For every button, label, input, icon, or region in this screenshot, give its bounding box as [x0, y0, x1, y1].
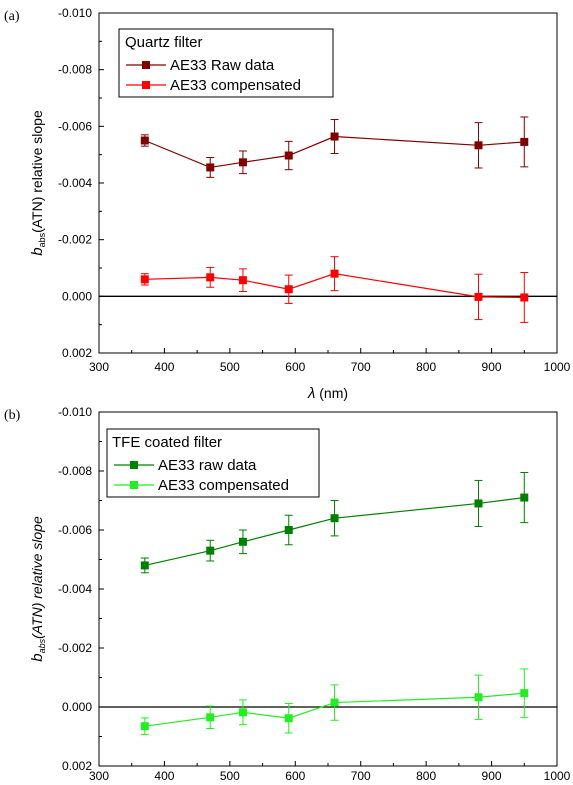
data-point — [140, 275, 149, 284]
panel-b-x-tick-label: 300 — [89, 769, 109, 783]
panel-b-series-compensated — [140, 668, 529, 735]
panel-a: (a) 300 400 500 600 700 800 900 1000 -0.… — [4, 6, 571, 402]
panel-a-y-axis-title: babs(ATN) relative slope — [29, 110, 47, 256]
panel-a-x-ticks — [98, 348, 558, 353]
panel-b-legend-title: TFE coated filter — [112, 434, 222, 451]
panel-b-y-axis-title: babs(ATN) relative slope — [29, 516, 47, 662]
data-point — [238, 276, 247, 285]
data-point — [330, 514, 339, 523]
panel-a-series-raw — [140, 116, 529, 178]
panel-a-legend-marker-raw — [142, 61, 150, 69]
data-point — [140, 561, 149, 570]
data-point — [238, 708, 247, 717]
panel-a-x-tick-label: 800 — [416, 360, 436, 374]
panel-a-x-tick-label: 400 — [154, 360, 174, 374]
panel-a-y-tick-label: -0.010 — [58, 6, 92, 20]
panel-b-y-tick-label: -0.002 — [58, 641, 92, 655]
panel-b-y-tick-label: -0.004 — [58, 582, 92, 596]
panel-b-y-ticks — [99, 411, 104, 767]
panel-a-series-compensated — [140, 256, 529, 323]
data-point — [284, 526, 293, 534]
panel-b-x-tick-label: 800 — [416, 769, 436, 783]
panel-b-legend-box — [106, 428, 320, 498]
data-point — [330, 698, 339, 707]
data-point — [474, 499, 483, 508]
panel-a-x-axis-title: λ (nm) — [307, 385, 348, 402]
panel-a-legend-title: Quartz filter — [125, 34, 203, 51]
panel-b-x-tick-label: 900 — [482, 769, 502, 783]
panel-b-legend-label-compensated: AE33 compensated — [158, 477, 289, 494]
panel-b-series-raw — [140, 471, 529, 574]
data-point — [284, 285, 293, 294]
panel-b-y-tick-label: 0.000 — [62, 700, 92, 714]
panel-b: (b) 300 400 500 600 700 800 900 1000 -0.… — [4, 405, 571, 783]
data-point — [206, 163, 215, 172]
data-point — [474, 292, 483, 301]
panel-a-legend-label-raw: AE33 Raw data — [170, 57, 275, 74]
data-point — [520, 137, 529, 146]
data-point — [284, 714, 293, 723]
panel-b-x-tick-label: 700 — [351, 769, 371, 783]
panel-a-y-ticks — [99, 12, 104, 354]
panel-a-x-tick-label: 700 — [351, 360, 371, 374]
panel-b-y-tick-label: -0.010 — [58, 405, 92, 419]
panel-b-legend: TFE coated filter AE33 raw data AE33 com… — [106, 428, 320, 498]
panel-b-y-tick-labels: -0.010 -0.008 -0.006 -0.004 -0.002 0.000… — [58, 405, 92, 773]
panel-a-x-tick-label: 300 — [89, 360, 109, 374]
data-point — [140, 722, 149, 731]
data-point — [238, 537, 247, 546]
panel-b-x-tick-label: 500 — [220, 769, 240, 783]
data-point — [284, 151, 293, 160]
data-point — [474, 693, 483, 702]
data-point — [520, 689, 529, 698]
panel-a-y-tick-label: 0.002 — [62, 346, 92, 360]
panel-a-y-tick-labels: -0.010 -0.008 -0.006 -0.004 -0.002 0.000… — [58, 6, 92, 360]
data-point — [140, 136, 149, 145]
data-point — [206, 546, 215, 555]
panel-a-x-tick-label: 1000 — [544, 360, 571, 374]
panel-b-legend-marker-raw — [130, 461, 138, 469]
panel-a-x-tick-label: 900 — [482, 360, 502, 374]
panel-b-legend-label-raw: AE33 raw data — [158, 457, 257, 474]
panel-a-x-tick-labels: 300 400 500 600 700 800 900 1000 — [89, 360, 571, 374]
panel-b-y-tick-label: -0.006 — [58, 523, 92, 537]
panel-b-legend-marker-compensated — [130, 481, 138, 489]
panel-b-x-tick-label: 1000 — [544, 769, 571, 783]
panel-a-y-tick-label: -0.004 — [58, 176, 92, 190]
panel-b-x-tick-label: 400 — [154, 769, 174, 783]
panel-b-y-tick-label: 0.002 — [62, 759, 92, 773]
data-point — [238, 158, 247, 167]
panel-a-x-tick-label: 600 — [285, 360, 305, 374]
data-point — [520, 493, 529, 502]
panel-a-y-tick-label: 0.000 — [62, 289, 92, 303]
panel-a-legend: Quartz filter AE33 Raw data AE33 compens… — [118, 28, 334, 98]
panel-a-y-tick-label: -0.008 — [58, 63, 92, 77]
data-point — [330, 269, 339, 278]
data-point — [474, 141, 483, 150]
panel-a-legend-box — [118, 28, 334, 98]
data-point — [330, 132, 339, 141]
panel-b-label: (b) — [4, 408, 21, 423]
panel-a-y-tick-label: -0.002 — [58, 233, 92, 247]
data-point — [206, 713, 215, 722]
panel-a-x-tick-label: 500 — [220, 360, 240, 374]
panel-a-y-tick-label: -0.006 — [58, 119, 92, 133]
panel-b-x-tick-label: 600 — [285, 769, 305, 783]
data-point — [520, 293, 529, 302]
panel-b-x-tick-labels: 300 400 500 600 700 800 900 1000 — [89, 769, 571, 783]
panel-a-legend-marker-compensated — [142, 81, 150, 89]
panel-b-x-ticks — [98, 761, 558, 766]
panel-b-y-tick-label: -0.008 — [58, 464, 92, 478]
data-point — [206, 273, 215, 282]
panel-a-legend-label-compensated: AE33 compensated — [170, 77, 301, 94]
panel-a-label: (a) — [4, 9, 20, 24]
